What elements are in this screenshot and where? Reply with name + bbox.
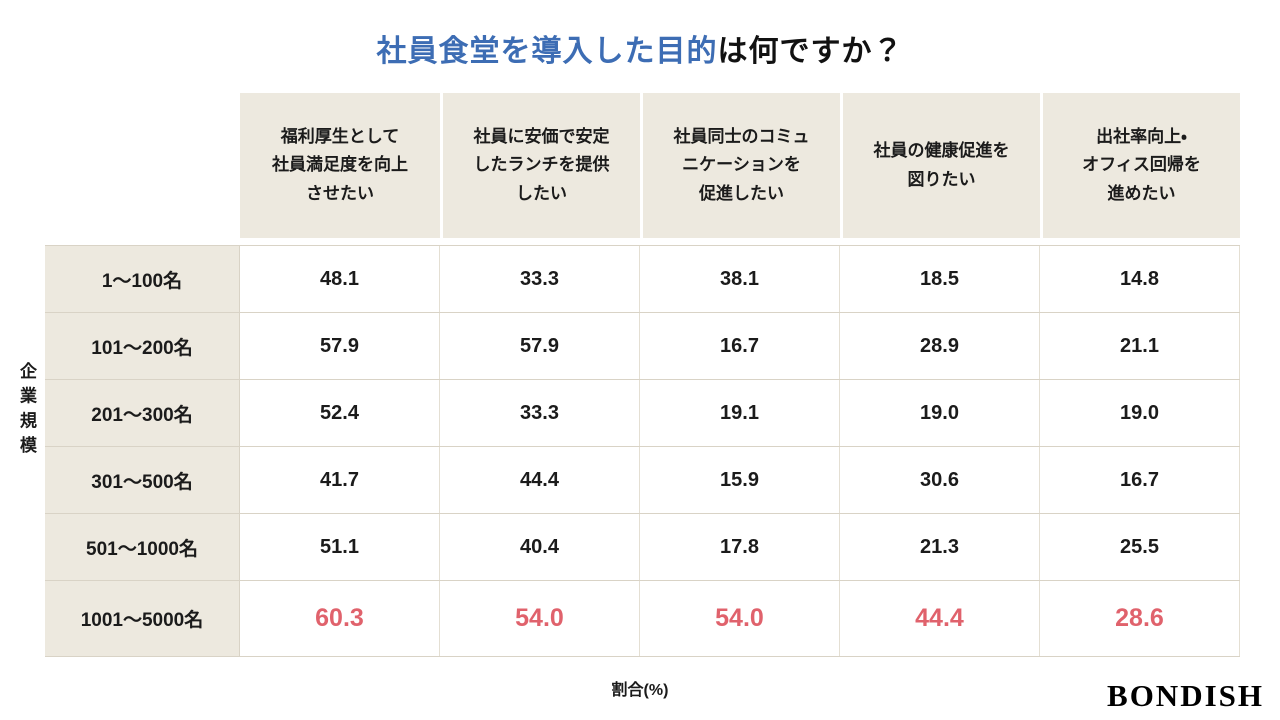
table-cell: 19.1: [640, 380, 840, 446]
column-header: 社員の健康促進を 図りたい: [840, 93, 1040, 238]
table-cell: 44.4: [440, 447, 640, 513]
table-body: 1〜100名 48.1 33.3 38.1 18.5 14.8 101〜200名…: [45, 245, 1240, 657]
table-cell: 15.9: [640, 447, 840, 513]
table-cell: 19.0: [1040, 380, 1240, 446]
table-row: 1〜100名 48.1 33.3 38.1 18.5 14.8: [45, 246, 1240, 313]
table-cell: 28.6: [1040, 581, 1240, 656]
table-cell: 51.1: [240, 514, 440, 580]
table-cell: 21.1: [1040, 313, 1240, 379]
table-row: 101〜200名 57.9 57.9 16.7 28.9 21.1: [45, 313, 1240, 380]
row-header: 1〜100名: [45, 246, 240, 312]
table-cell: 52.4: [240, 380, 440, 446]
table-cell: 25.5: [1040, 514, 1240, 580]
row-header: 501〜1000名: [45, 514, 240, 580]
table-cell: 44.4: [840, 581, 1040, 656]
page-title-highlight: 社員食堂を導入した目的: [376, 35, 718, 68]
row-axis-label: 企業規模: [17, 362, 36, 461]
row-header: 101〜200名: [45, 313, 240, 379]
table-cell: 33.3: [440, 246, 640, 312]
bondish-logo: BONDISH: [1107, 678, 1264, 713]
row-header: 1001〜5000名: [45, 581, 240, 656]
survey-table: 福利厚生として 社員満足度を向上 させたい 社員に安価で安定 したランチを提供 …: [45, 93, 1240, 657]
table-cell: 40.4: [440, 514, 640, 580]
column-header: 社員同士のコミュ ニケーションを 促進したい: [640, 93, 840, 238]
table-cell: 16.7: [640, 313, 840, 379]
table-cell: 41.7: [240, 447, 440, 513]
table-cell: 48.1: [240, 246, 440, 312]
table-cell: 57.9: [440, 313, 640, 379]
table-cell: 38.1: [640, 246, 840, 312]
table-cell: 19.0: [840, 380, 1040, 446]
table-cell: 16.7: [1040, 447, 1240, 513]
table-cell: 14.8: [1040, 246, 1240, 312]
page-title-suffix: は何ですか？: [717, 35, 904, 68]
table-cell: 60.3: [240, 581, 440, 656]
corner-cell: [45, 93, 240, 238]
column-header: 出社率向上・ オフィス回帰を 進めたい: [1040, 93, 1240, 238]
table-cell: 33.3: [440, 380, 640, 446]
value-axis-label: 割合(%): [611, 682, 669, 699]
row-header: 301〜500名: [45, 447, 240, 513]
table-row: 501〜1000名 51.1 40.4 17.8 21.3 25.5: [45, 514, 1240, 581]
table-cell: 28.9: [840, 313, 1040, 379]
table-row-highlighted: 1001〜5000名 60.3 54.0 54.0 44.4 28.6: [45, 581, 1240, 657]
table-cell: 17.8: [640, 514, 840, 580]
table-row: 201〜300名 52.4 33.3 19.1 19.0 19.0: [45, 380, 1240, 447]
column-header: 社員に安価で安定 したランチを提供 したい: [440, 93, 640, 238]
row-header: 201〜300名: [45, 380, 240, 446]
table-row: 301〜500名 41.7 44.4 15.9 30.6 16.7: [45, 447, 1240, 514]
table-cell: 54.0: [440, 581, 640, 656]
column-header-row: 福利厚生として 社員満足度を向上 させたい 社員に安価で安定 したランチを提供 …: [45, 93, 1240, 238]
table-cell: 54.0: [640, 581, 840, 656]
column-header: 福利厚生として 社員満足度を向上 させたい: [240, 93, 440, 238]
table-cell: 30.6: [840, 447, 1040, 513]
page-title: 社員食堂を導入した目的は何ですか？: [0, 26, 1280, 70]
table-cell: 57.9: [240, 313, 440, 379]
table-cell: 21.3: [840, 514, 1040, 580]
table-cell: 18.5: [840, 246, 1040, 312]
